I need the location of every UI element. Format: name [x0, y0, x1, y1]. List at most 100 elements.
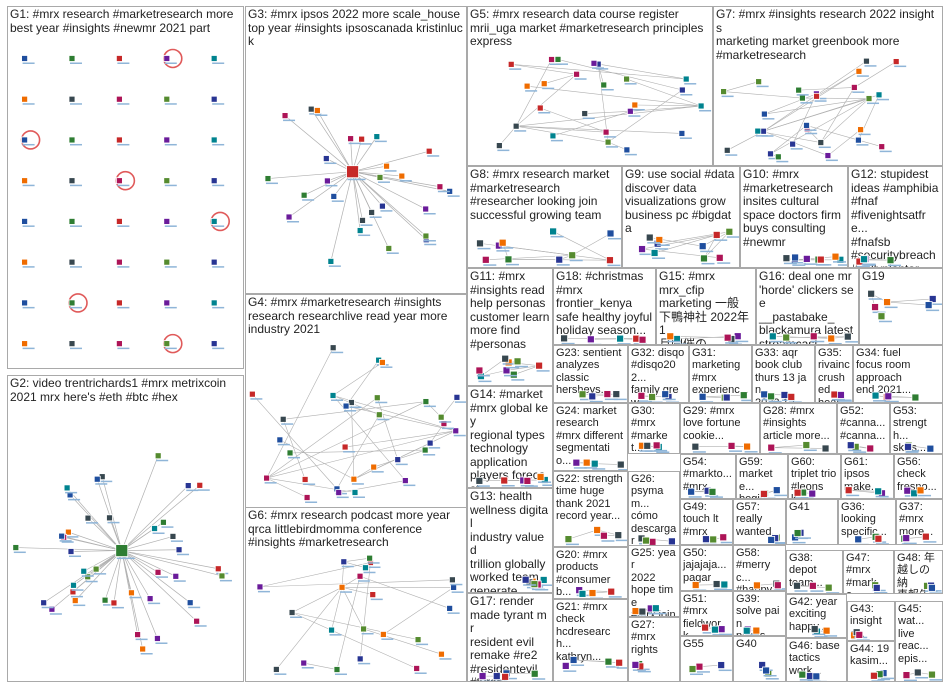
edge — [515, 74, 577, 127]
group-g47: G47: #mrx #marke... — [843, 550, 894, 594]
node-label-stub — [509, 68, 522, 70]
group-nodes — [637, 534, 679, 546]
node — [300, 659, 308, 667]
group-label: G20: #mrx products #consumerb... low alc… — [556, 549, 611, 599]
group-g28: G28: #mrx #insights article more... — [760, 403, 837, 454]
edge — [121, 550, 191, 603]
node — [481, 255, 490, 264]
node — [69, 588, 77, 596]
node-label-stub — [884, 306, 898, 309]
node — [817, 139, 825, 146]
node-label-stub — [70, 595, 83, 598]
group-label: G10: #mrx #marketresearch insites cultur… — [743, 167, 842, 249]
node — [768, 332, 777, 341]
node-label-stub — [135, 638, 148, 641]
node-label-stub — [186, 489, 199, 492]
node — [475, 366, 484, 375]
group-label: G61: ipsos make... — [844, 456, 881, 493]
node — [924, 301, 933, 310]
node-label-stub — [302, 199, 315, 201]
node-label-stub — [331, 200, 344, 202]
group-g23: G23: sentient analyzes classic hersheys.… — [553, 345, 628, 403]
edge — [266, 430, 456, 479]
node — [682, 75, 690, 83]
node — [903, 486, 912, 495]
group-g26: G26: psymam... cómo descargar caso... — [628, 471, 680, 547]
group-label: G55 — [683, 638, 704, 650]
group-nodes — [742, 625, 761, 635]
node — [375, 411, 383, 419]
group-label: G18: #christmas #mrx frontier_kenya safe… — [556, 269, 653, 338]
node — [512, 122, 520, 130]
node-label-stub — [852, 91, 865, 93]
group-label: G29: #mrx love fortune cookie... — [683, 405, 741, 442]
node — [742, 626, 751, 635]
node — [478, 672, 487, 681]
node-label-stub — [700, 250, 714, 253]
node — [139, 645, 147, 653]
group-nodes — [870, 669, 894, 681]
group-g53: G53: strength... skills... — [890, 403, 943, 454]
node-label-stub — [878, 320, 892, 323]
node-label-stub — [811, 340, 825, 343]
node-label-stub — [812, 633, 826, 636]
edge — [703, 231, 730, 259]
node — [301, 476, 309, 483]
group-g51: G51: #mrx fieldwork... — [680, 591, 733, 636]
node-label-stub — [22, 103, 35, 105]
node-label-stub — [100, 480, 113, 483]
group-nodes — [798, 670, 827, 681]
node — [717, 661, 726, 669]
group-label: G40 — [736, 638, 757, 650]
group-g61: G61: ipsos make... — [841, 454, 894, 499]
node-label-stub — [604, 398, 618, 401]
node-label-stub — [632, 108, 645, 111]
node-label-stub — [416, 643, 429, 646]
edge — [816, 71, 860, 97]
group-g12: G12: stupidest ideas #amphibia #fnaf #fi… — [848, 166, 943, 268]
node-label-stub — [281, 423, 294, 425]
node — [422, 232, 430, 240]
node — [789, 140, 797, 148]
node-label-stub — [523, 584, 537, 586]
node-label-stub — [349, 406, 362, 409]
node — [313, 107, 321, 114]
node — [813, 92, 820, 100]
group-nodes — [701, 623, 732, 635]
group-nodes — [791, 528, 811, 544]
node-label-stub — [799, 679, 813, 681]
group-label: G44: 19 kasim... — [850, 643, 890, 668]
group-label: G47: #mrx #marke... — [846, 552, 877, 593]
node — [163, 136, 171, 144]
group-nodes — [564, 526, 627, 546]
node-label-stub — [188, 606, 201, 609]
node — [711, 625, 719, 634]
node — [84, 573, 92, 581]
node — [68, 299, 76, 307]
node — [21, 136, 28, 144]
node-label-stub — [770, 340, 784, 343]
node-label-stub — [423, 454, 436, 456]
node-label-stub — [712, 634, 726, 635]
node — [341, 443, 349, 451]
node — [504, 255, 513, 264]
group-nodes — [666, 332, 749, 344]
node-label-stub — [117, 103, 130, 105]
node — [720, 88, 728, 95]
group-g15: G15: #mrx mrx_cfip marketing 一般 下鴨神社 202… — [656, 268, 756, 345]
edge — [291, 587, 343, 613]
node — [809, 332, 818, 341]
group-g58: G58: #merryc... #happyn... — [733, 545, 786, 591]
node-label-stub — [906, 450, 920, 452]
node — [902, 534, 911, 543]
node — [348, 399, 355, 406]
node-label-stub — [371, 471, 384, 473]
node — [910, 489, 919, 498]
node-label-stub — [574, 78, 587, 80]
node-label-stub — [59, 540, 72, 542]
edge — [351, 402, 355, 480]
node — [854, 535, 863, 544]
node-label-stub — [156, 576, 169, 578]
node-label-stub — [325, 184, 338, 187]
node-label-stub — [772, 542, 785, 544]
